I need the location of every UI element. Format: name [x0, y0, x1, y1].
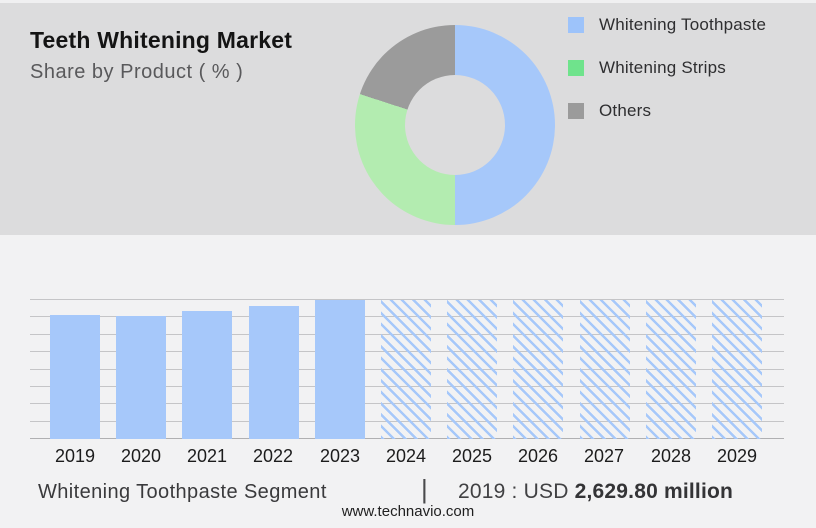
legend: Whitening Toothpaste Whitening Strips Othe…: [568, 15, 766, 121]
gridline: [30, 299, 784, 300]
x-label-2020: 2020: [120, 446, 162, 466]
legend-swatch: [568, 60, 584, 76]
segment-value: 2019 : USD 2,629.80 million: [458, 480, 733, 504]
page-subtitle: Share by Product ( % ): [30, 61, 244, 83]
legend-label: Whitening Strips: [599, 58, 726, 77]
header-panel: Teeth Whitening Market Share by Product …: [0, 3, 816, 235]
bar-2024: [381, 300, 431, 439]
website-url: www.technavio.com: [341, 503, 475, 520]
bar-2026: [513, 300, 563, 439]
legend-item: Whitening Toothpaste: [568, 15, 766, 35]
x-label-2026: 2026: [517, 446, 559, 466]
x-label-2022: 2022: [252, 446, 294, 466]
x-label-2024: 2024: [385, 446, 427, 466]
bar-2023: [315, 300, 365, 439]
x-label-2028: 2028: [650, 446, 692, 466]
segment-value-prefix: 2019 : USD: [458, 480, 569, 503]
segment-caption: Whitening Toothpaste Segment: [38, 481, 327, 503]
bar-2027: [580, 300, 630, 439]
legend-label: Others: [599, 101, 652, 120]
legend-item: Others: [568, 101, 766, 121]
x-label-2023: 2023: [319, 446, 361, 466]
bar-2019: [50, 315, 100, 439]
legend-swatch: [568, 103, 584, 119]
legend-label: Whitening Toothpaste: [599, 15, 767, 34]
bar-2029: [712, 300, 762, 439]
bar-2028: [646, 300, 696, 439]
bar-2025: [447, 300, 497, 439]
x-label-2019: 2019: [54, 446, 96, 466]
segment-value-amount: 2,629.80 million: [574, 480, 734, 503]
donut-chart: [355, 25, 555, 225]
x-label-2021: 2021: [186, 446, 228, 466]
x-label-2029: 2029: [716, 446, 758, 466]
caption-separator: |: [421, 474, 428, 504]
x-label-2025: 2025: [451, 446, 493, 466]
bar-2021: [182, 311, 232, 439]
page-title: Teeth Whitening Market: [30, 27, 293, 53]
bar-chart: [30, 299, 784, 439]
bar-2022: [249, 306, 299, 439]
top-strip: [0, 0, 816, 3]
bar-2020: [116, 316, 166, 439]
legend-item: Whitening Strips: [568, 58, 766, 78]
x-axis-labels: 2019 2020 2021 2022 2023 2024 2025 2026 2027 2028…: [30, 446, 784, 468]
legend-swatch: [568, 17, 584, 33]
x-label-2027: 2027: [583, 446, 625, 466]
